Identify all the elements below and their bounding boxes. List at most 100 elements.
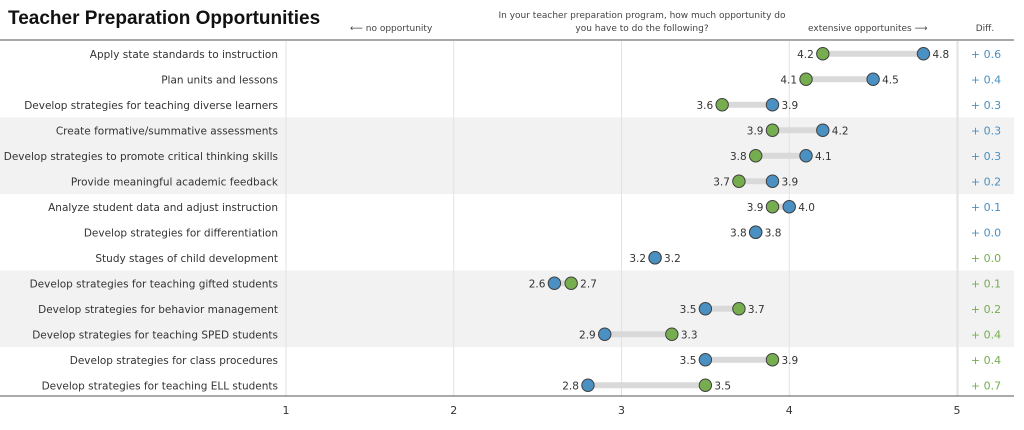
x-tick-label: 1 (283, 404, 290, 417)
value-label: 4.0 (798, 202, 815, 214)
value-label: 2.7 (580, 278, 597, 290)
diff-value: + 0.1 (971, 201, 1001, 214)
row-bands (0, 117, 1014, 347)
value-label: 4.2 (832, 125, 849, 137)
value-label: 3.9 (781, 100, 798, 112)
row-label: Develop strategies for teaching diverse … (24, 100, 278, 112)
diff-value: + 0.3 (971, 150, 1001, 163)
diff-value: + 0.7 (971, 379, 1001, 392)
row-label: Develop strategies for teaching gifted s… (30, 278, 278, 290)
green-point (749, 149, 763, 163)
blue-point (581, 378, 595, 392)
value-label: 3.5 (714, 380, 731, 392)
blue-point (547, 276, 562, 290)
green-point (765, 200, 780, 214)
x-tick-label: 5 (954, 404, 961, 417)
value-label: 3.5 (680, 304, 697, 316)
table-row: Develop strategies for teaching SPED stu… (32, 327, 1001, 341)
value-label: 4.1 (815, 151, 832, 163)
diff-value: + 0.4 (971, 73, 1001, 86)
chart-title: Teacher Preparation Opportunities (8, 8, 320, 29)
value-label: 2.8 (562, 380, 579, 392)
value-label: 2.6 (529, 278, 546, 290)
green-point (715, 98, 729, 112)
value-label: 3.9 (781, 176, 798, 188)
x-axis-ticks: 1 2 3 4 5 (283, 404, 961, 417)
table-row: Develop strategies for teaching diverse … (24, 98, 1001, 112)
diff-header: Diff. (976, 24, 995, 34)
blue-point (799, 149, 813, 163)
diff-value: + 0.3 (971, 99, 1001, 112)
green-point (564, 276, 578, 290)
diff-value: + 0.0 (971, 252, 1001, 265)
value-label: 3.6 (696, 100, 713, 112)
diff-value: + 0.4 (971, 328, 1001, 341)
table-row: Create formative/summative assessments 3.… (56, 123, 1001, 137)
row-band (0, 117, 1014, 194)
table-row: Plan units and lessons 4.1 4.5 + 0.4 (161, 72, 1001, 86)
row-band (0, 270, 1014, 347)
value-label: 3.7 (713, 176, 730, 188)
x-tick-label: 3 (618, 404, 625, 417)
value-label: 3.2 (664, 253, 681, 265)
table-row: Analyze student data and adjust instruct… (48, 200, 1001, 214)
row-label: Develop strategies for differentiation (84, 227, 278, 239)
blue-point (816, 123, 830, 137)
value-label: 3.9 (747, 125, 764, 137)
rows: Apply state standards to instruction 4.2 4… (4, 47, 1001, 392)
blue-point (648, 251, 662, 265)
diff-value: + 0.4 (971, 354, 1001, 367)
value-label: 4.5 (882, 74, 899, 86)
table-row: Apply state standards to instruction 4.2 4… (90, 47, 1001, 61)
diff-value: + 0.2 (971, 175, 1001, 188)
table-row: Provide meaningful academic feedback 3.7 3… (71, 174, 1001, 188)
value-label: 3.7 (748, 304, 765, 316)
row-label: Develop strategies for teaching SPED stu… (32, 329, 278, 341)
value-label: 3.3 (681, 329, 698, 341)
value-label: 3.9 (747, 202, 764, 214)
value-label: 3.5 (680, 355, 697, 367)
table-row: Develop strategies for teaching ELL stud… (42, 378, 1001, 392)
x-tick-label: 4 (786, 404, 793, 417)
row-label: Provide meaningful academic feedback (71, 176, 279, 188)
diff-value: + 0.0 (971, 226, 1001, 239)
row-label: Develop strategies to promote critical t… (4, 151, 278, 163)
diff-value: + 0.2 (971, 303, 1001, 316)
table-row: Develop strategies for teaching gifted s… (30, 276, 1001, 290)
blue-point (698, 302, 713, 316)
question-line-1: In your teacher preparation program, how… (498, 11, 786, 21)
blue-point (598, 327, 612, 341)
row-label: Develop strategies for class procedures (70, 355, 278, 367)
value-label: 3.8 (765, 227, 782, 239)
value-label: 3.2 (629, 253, 646, 265)
green-point (698, 378, 713, 392)
diff-value: + 0.6 (971, 48, 1001, 61)
green-point (765, 353, 780, 367)
green-point (665, 327, 679, 341)
row-label: Study stages of child development (95, 253, 278, 265)
value-label: 2.9 (579, 329, 596, 341)
row-label: Plan units and lessons (161, 74, 278, 86)
table-row: Develop strategies to promote critical t… (4, 149, 1001, 163)
diff-value: + 0.1 (971, 277, 1001, 290)
value-label: 3.9 (781, 355, 798, 367)
green-point (799, 72, 813, 86)
table-row: Develop strategies for class procedures 3… (70, 353, 1001, 367)
row-label: Apply state standards to instruction (90, 49, 278, 61)
blue-point (866, 72, 880, 86)
row-label: Analyze student data and adjust instruct… (48, 202, 278, 214)
green-point (732, 174, 746, 188)
diff-value: + 0.3 (971, 124, 1001, 137)
green-point (732, 302, 746, 316)
value-label: 4.2 (797, 49, 814, 61)
value-label: 4.8 (932, 49, 949, 61)
right-hint: extensive opportunites ⟶ (808, 24, 928, 34)
table-row: Develop strategies for behavior manageme… (38, 302, 1001, 316)
row-label: Develop strategies for behavior manageme… (38, 304, 278, 316)
x-tick-label: 2 (450, 404, 457, 417)
value-label: 3.8 (730, 151, 747, 163)
green-point (765, 123, 780, 137)
blue-point (765, 98, 780, 112)
question-line-2: you have to do the following? (575, 24, 708, 34)
